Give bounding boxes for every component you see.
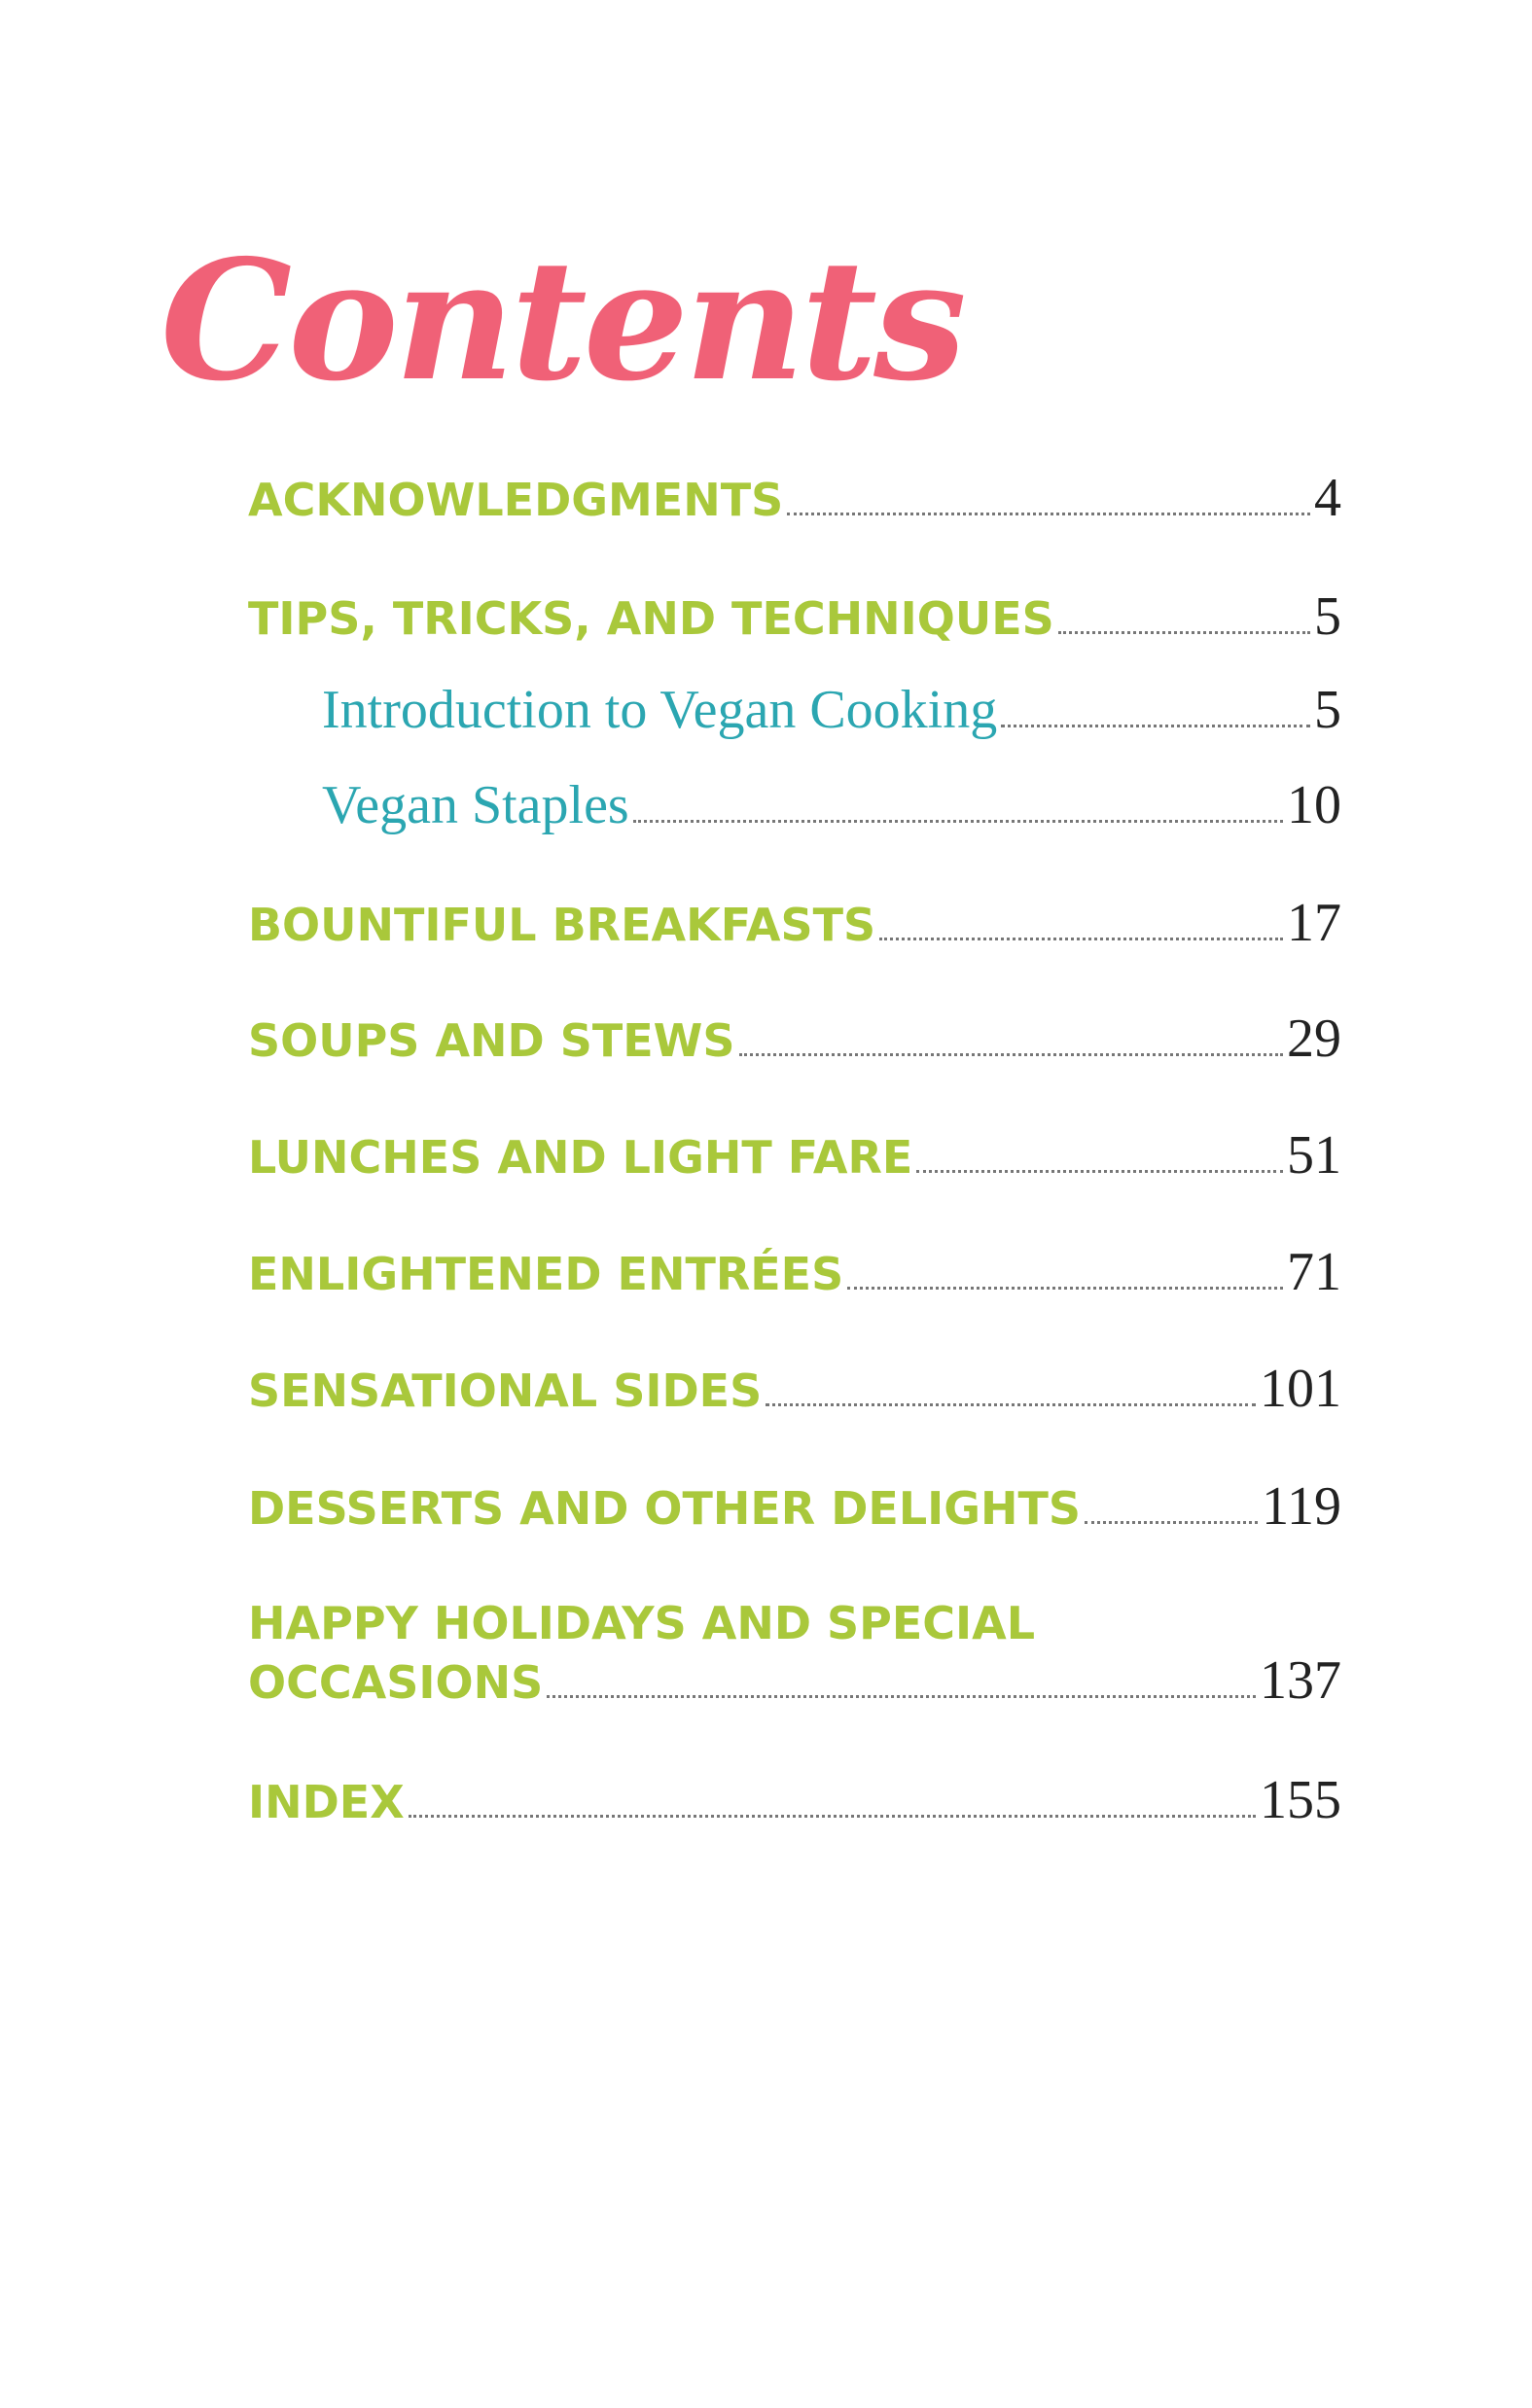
toc-entry[interactable]: BOUNTIFUL BREAKFASTS 17 bbox=[248, 892, 1341, 954]
toc-page: 155 bbox=[1260, 1770, 1341, 1830]
toc-entry[interactable]: DESSERTS AND OTHER DELIGHTS 119 bbox=[248, 1475, 1341, 1538]
toc-page: 5 bbox=[1314, 680, 1341, 740]
toc-entry[interactable]: TIPS, TRICKS, AND TECHNIQUES 5 bbox=[248, 585, 1341, 648]
toc-page: 101 bbox=[1260, 1359, 1341, 1419]
toc-label: LUNCHES AND LIGHT FARE bbox=[248, 1131, 913, 1184]
toc-page: 51 bbox=[1287, 1125, 1341, 1186]
toc-subentry[interactable]: Vegan Staples 10 bbox=[322, 774, 1341, 836]
toc-label: ENLIGHTENED ENTRÉES bbox=[248, 1248, 844, 1300]
leader-dots bbox=[408, 1815, 1256, 1818]
toc-label: SOUPS AND STEWS bbox=[248, 1014, 735, 1067]
toc-subentry[interactable]: Introduction to Vegan Cooking 5 bbox=[322, 679, 1341, 741]
page-title: Contents bbox=[160, 224, 967, 418]
toc-entry[interactable]: ENLIGHTENED ENTRÉES 71 bbox=[248, 1241, 1341, 1303]
toc-page: 17 bbox=[1287, 893, 1341, 953]
toc-label: SENSATIONAL SIDES bbox=[248, 1364, 763, 1417]
toc-page: 10 bbox=[1287, 775, 1341, 835]
toc-entry[interactable]: INDEX 155 bbox=[248, 1769, 1341, 1831]
leader-dots bbox=[738, 1053, 1283, 1056]
toc-label: INDEX bbox=[248, 1776, 405, 1828]
leader-dots bbox=[1057, 631, 1310, 634]
toc-label: ACKNOWLEDGMENTS bbox=[248, 474, 784, 526]
toc-entry[interactable]: SENSATIONAL SIDES 101 bbox=[248, 1358, 1341, 1420]
leader-dots bbox=[766, 1403, 1256, 1406]
leader-dots bbox=[916, 1170, 1283, 1173]
toc-entry[interactable]: SOUPS AND STEWS 29 bbox=[248, 1008, 1341, 1070]
leader-dots bbox=[787, 513, 1310, 515]
toc-page: 5 bbox=[1314, 586, 1341, 647]
leader-dots bbox=[1001, 725, 1310, 727]
toc-page: 29 bbox=[1287, 1009, 1341, 1069]
toc-label: TIPS, TRICKS, AND TECHNIQUES bbox=[248, 592, 1054, 645]
toc-entry[interactable]: ACKNOWLEDGMENTS 4 bbox=[248, 467, 1341, 529]
toc-label: Vegan Staples bbox=[322, 775, 629, 835]
toc-label: Introduction to Vegan Cooking bbox=[322, 680, 998, 740]
toc-page: 71 bbox=[1287, 1242, 1341, 1302]
toc-entry-line2: OCCASIONS 137 bbox=[248, 1649, 1341, 1712]
toc-page: 137 bbox=[1260, 1650, 1341, 1711]
toc-entry[interactable]: LUNCHES AND LIGHT FARE 51 bbox=[248, 1124, 1341, 1186]
leader-dots bbox=[879, 938, 1283, 940]
leader-dots bbox=[547, 1695, 1256, 1698]
toc-label: DESSERTS AND OTHER DELIGHTS bbox=[248, 1482, 1082, 1535]
leader-dots bbox=[847, 1287, 1283, 1290]
toc-label-line1: HAPPY HOLIDAYS AND SPECIAL bbox=[248, 1597, 1036, 1649]
leader-dots bbox=[1085, 1521, 1259, 1524]
leader-dots bbox=[632, 820, 1283, 823]
toc-entry[interactable]: HAPPY HOLIDAYS AND SPECIAL OCCASIONS 137 bbox=[248, 1597, 1341, 1712]
toc-page: 4 bbox=[1314, 468, 1341, 528]
toc-page: 119 bbox=[1262, 1476, 1341, 1537]
toc-label-line2: OCCASIONS bbox=[248, 1656, 544, 1709]
toc-label: BOUNTIFUL BREAKFASTS bbox=[248, 899, 876, 951]
